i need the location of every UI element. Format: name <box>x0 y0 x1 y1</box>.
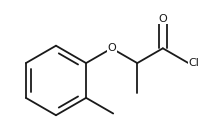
Text: Cl: Cl <box>188 58 199 68</box>
Text: O: O <box>159 14 167 24</box>
Text: O: O <box>107 43 116 53</box>
